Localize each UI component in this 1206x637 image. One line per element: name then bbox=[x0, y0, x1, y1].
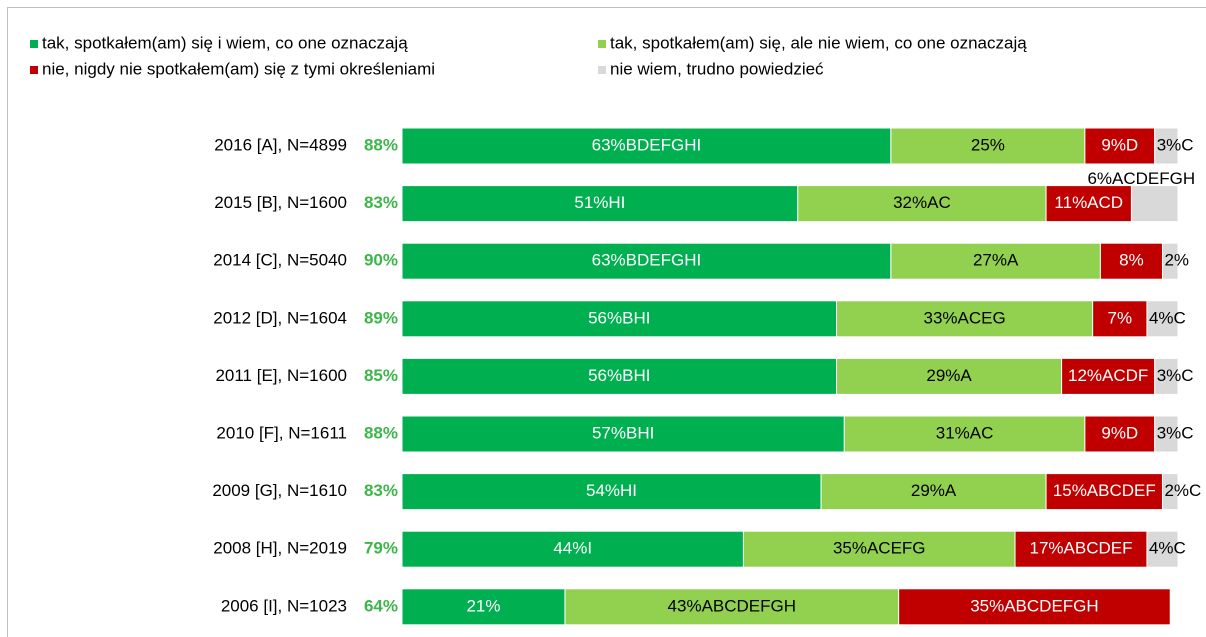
value-label: 27%A bbox=[973, 251, 1019, 270]
bar-segment bbox=[1161, 242, 1179, 280]
legend-label: nie wiem, trudno powiedzieć bbox=[610, 59, 824, 78]
value-label: 21% bbox=[466, 596, 500, 615]
value-label: 11%ACD bbox=[1054, 193, 1123, 212]
bar-segment bbox=[1092, 300, 1148, 338]
category-label: 2016 [A], N=4899 bbox=[214, 135, 347, 154]
total-label: 88% bbox=[364, 423, 398, 442]
legend-swatch bbox=[30, 66, 38, 74]
total-label: 85% bbox=[364, 366, 398, 385]
bar-segment bbox=[820, 473, 1047, 511]
category-label: 2015 [B], N=1600 bbox=[214, 193, 347, 212]
bar-segment bbox=[836, 300, 1094, 338]
bar-segment bbox=[797, 185, 1047, 223]
bar-segment bbox=[1154, 357, 1179, 395]
value-label: 35%ACEFG bbox=[833, 539, 926, 558]
legend-label: nie, nigdy nie spotkałem(am) się z tymi … bbox=[42, 59, 435, 78]
bar-segment bbox=[401, 530, 744, 568]
bar-segment bbox=[401, 357, 838, 395]
bar-segment bbox=[401, 127, 892, 165]
value-label: 29%A bbox=[926, 366, 972, 385]
value-label: 7% bbox=[1108, 308, 1133, 327]
value-label: 3%C bbox=[1157, 423, 1194, 442]
bar-segment bbox=[401, 242, 892, 280]
total-label: 83% bbox=[364, 481, 398, 500]
bar-segment bbox=[564, 588, 900, 626]
total-label: 90% bbox=[364, 251, 398, 270]
value-label: 33%ACEG bbox=[923, 308, 1005, 327]
value-label: 44%I bbox=[553, 539, 592, 558]
bar-segment bbox=[836, 357, 1063, 395]
value-label: 9%D bbox=[1101, 423, 1138, 442]
legend-swatch bbox=[598, 40, 606, 48]
value-label: 35%ABCDEFGH bbox=[970, 596, 1098, 615]
value-label: 63%BDEFGHI bbox=[592, 135, 702, 154]
bar-segment bbox=[742, 530, 1016, 568]
value-label: 57%BHI bbox=[592, 423, 654, 442]
value-label: 31%AC bbox=[936, 423, 994, 442]
value-label: 9%D bbox=[1101, 135, 1138, 154]
value-label: 4%C bbox=[1149, 308, 1186, 327]
value-label: 56%BHI bbox=[588, 366, 650, 385]
value-label: 56%BHI bbox=[588, 308, 650, 327]
value-label: 51%HI bbox=[574, 193, 625, 212]
value-label: 6%ACDEFGH bbox=[1087, 169, 1195, 188]
value-label: 17%ABCDEF bbox=[1030, 539, 1133, 558]
bar-segment bbox=[1014, 530, 1148, 568]
value-label: 43%ABCDEFGH bbox=[668, 596, 796, 615]
total-label: 64% bbox=[364, 596, 398, 615]
bar-segment bbox=[401, 415, 845, 453]
legend-label: tak, spotkałem(am) się, ale nie wiem, co… bbox=[610, 33, 1027, 52]
category-label: 2009 [G], N=1610 bbox=[212, 481, 347, 500]
bar-segment bbox=[401, 473, 822, 511]
category-label: 2006 [I], N=1023 bbox=[221, 596, 347, 615]
legend-swatch bbox=[30, 40, 38, 48]
bar-segment bbox=[1161, 473, 1179, 511]
legend-label: tak, spotkałem(am) się i wiem, co one oz… bbox=[42, 33, 408, 52]
bar-segment bbox=[401, 185, 799, 223]
bar-segment bbox=[1146, 530, 1179, 568]
bar-segment bbox=[898, 588, 1171, 626]
category-label: 2008 [H], N=2019 bbox=[213, 539, 347, 558]
value-label: 8% bbox=[1119, 251, 1144, 270]
value-label: 4%C bbox=[1149, 539, 1186, 558]
bar-segment bbox=[1099, 242, 1163, 280]
value-label: 54%HI bbox=[586, 481, 637, 500]
bar-segment bbox=[890, 127, 1086, 165]
bar-segment bbox=[843, 415, 1086, 453]
value-label: 3%C bbox=[1157, 366, 1194, 385]
value-label: 3%C bbox=[1157, 135, 1194, 154]
bar-segment bbox=[1061, 357, 1156, 395]
legend-swatch bbox=[598, 66, 606, 74]
value-label: 2%C bbox=[1164, 481, 1201, 500]
value-label: 29%A bbox=[911, 481, 957, 500]
value-label: 25% bbox=[971, 135, 1005, 154]
value-label: 12%ACDF bbox=[1068, 366, 1148, 385]
bar-segment bbox=[1084, 127, 1156, 165]
category-label: 2014 [C], N=5040 bbox=[213, 251, 347, 270]
bar-segment bbox=[1130, 185, 1179, 223]
total-label: 89% bbox=[364, 308, 398, 327]
category-label: 2012 [D], N=1604 bbox=[213, 308, 347, 327]
value-label: 2% bbox=[1164, 251, 1189, 270]
total-label: 83% bbox=[364, 193, 398, 212]
value-label: 63%BDEFGHI bbox=[592, 251, 702, 270]
category-label: 2011 [E], N=1600 bbox=[215, 366, 347, 385]
bar-segment bbox=[401, 588, 566, 626]
total-label: 79% bbox=[364, 539, 398, 558]
bar-segment bbox=[1154, 127, 1179, 165]
value-label: 15%ABCDEF bbox=[1053, 481, 1156, 500]
value-label: 32%AC bbox=[893, 193, 951, 212]
category-label: 2010 [F], N=1611 bbox=[216, 423, 347, 442]
bar-segment bbox=[1084, 415, 1156, 453]
bar-segment bbox=[1146, 300, 1179, 338]
total-label: 88% bbox=[364, 135, 398, 154]
bar-segment bbox=[1154, 415, 1179, 453]
